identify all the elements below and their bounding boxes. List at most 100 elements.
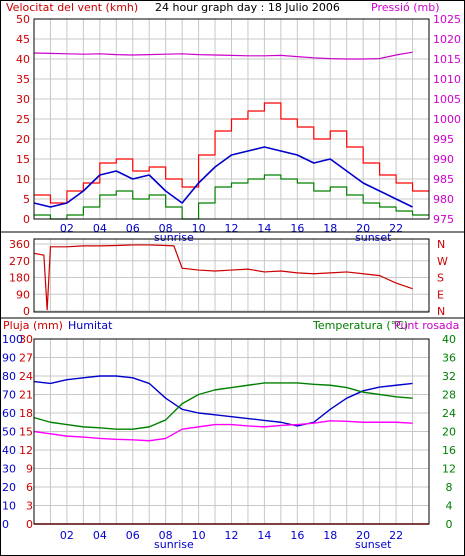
humidity-axis-title: Humitat [68,319,113,332]
rain-tick-label: 0 [26,518,33,531]
direction-compass-label: W [437,255,448,268]
panel1-hour-label: 16 [290,222,304,235]
humidity-axis-ticks: 0 10 20 30 40 50 60 70 80 90 100 [2,333,23,531]
direction-line [33,244,413,311]
rain-tick-label: 12 [19,444,33,457]
panel2-plot-frame [33,238,430,313]
dewpoint-axis-title: Punt rosada [394,319,459,332]
humidity-tick-label: 30 [2,463,16,476]
pressure-tick-label: 975 [433,213,454,226]
panel3-hour-label: 20 [356,529,370,542]
panel3-hour-label: 02 [60,529,74,542]
pressure-tick-label: 980 [433,193,454,206]
temperature-axis-ticks: 0 4 8 12 16 20 24 28 32 36 40 [442,333,456,531]
temperature-tick-label: 20 [442,426,456,439]
panel3-hour-label: 22 [389,529,403,542]
climate-panel: Pluja (mm) Humitat Temperatura (°C) Punt… [0,317,465,556]
wind-tick-label: 15 [16,153,30,166]
pressure-axis-title: Pressió (mb) [371,1,440,14]
wind-axis-title: Velocitat del vent (kmh) [6,1,138,14]
temperature-tick-label: 4 [446,500,453,513]
pressure-tick-label: 990 [433,153,454,166]
temperature-axis-title: Temperatura (°C) [312,319,408,332]
temperature-tick-label: 36 [442,352,456,365]
panel2-grid [34,239,429,312]
rain-tick-label: 21 [19,389,33,402]
page-title: 24 hour graph day : 18 Julio 2006 [155,1,340,14]
sunset-label-3: sunset [355,538,392,551]
temperature-tick-label: 24 [442,407,456,420]
panel1-series [33,51,429,220]
sunrise-label-3: sunrise [154,538,194,551]
rain-tick-label: 15 [19,426,33,439]
panel3-hour-label: 08 [159,529,173,542]
humidity-tick-label: 40 [2,444,16,457]
direction-compass-label: N [437,238,445,251]
panel3-hour-label: 16 [290,529,304,542]
humidity-tick-label: 90 [2,352,16,365]
humidity-tick-label: 80 [2,370,16,383]
wind-tick-label: 30 [16,93,30,106]
direction-degree-label: 0 [23,305,30,318]
temperature-tick-label: 40 [442,333,456,346]
panel3-time-axis: 02 04 06 08 10 12 14 16 18 20 22 [60,529,403,542]
direction-degree-label: 180 [9,272,30,285]
rain-tick-label: 24 [19,370,33,383]
humidity-tick-label: 20 [2,481,16,494]
wind-tick-label: 0 [23,213,30,226]
panel3-hour-label: 12 [225,529,239,542]
humidity-tick-label: 0 [2,518,9,531]
pressure-tick-label: 1025 [433,13,461,26]
dewpoint-line [33,420,413,442]
wind-tick-label: 35 [16,73,30,86]
panel3-plot-frame [33,338,430,525]
pressure-tick-label: 1000 [433,113,461,126]
temperature-tick-label: 12 [442,463,456,476]
wind-tick-label: 45 [16,33,30,46]
rain-axis-title: Pluja (mm) [3,319,63,332]
rain-tick-label: 3 [26,500,33,513]
panel3-hour-label: 10 [192,529,206,542]
pressure-tick-label: 1015 [433,53,461,66]
wind_gust-line [34,102,429,204]
wind_avg-line [33,146,413,208]
panel3-hour-label: 14 [257,529,271,542]
pressure-tick-label: 1020 [433,33,461,46]
wind_low-line [34,174,429,220]
panel3-hour-label: 18 [323,529,337,542]
temperature-tick-label: 32 [442,370,456,383]
panel3-border [0,317,465,556]
direction-compass-label: E [437,288,444,301]
sunset-label-1: sunset [355,231,392,244]
sunrise-label-1: sunrise [154,231,194,244]
wind-tick-label: 40 [16,53,30,66]
rain-tick-label: 9 [26,463,33,476]
pressure-tick-label: 1005 [433,93,461,106]
direction-compass-label: S [437,272,444,285]
pressure-tick-label: 995 [433,133,454,146]
rain-tick-label: 18 [19,407,33,420]
wind-tick-label: 20 [16,133,30,146]
direction-degree-ticks: 360 270 180 90 0 [9,238,30,318]
rain-axis-ticks: 0 3 6 9 12 15 18 21 24 27 30 [19,333,33,531]
pressure-axis-ticks: 975 980 985 990 995 1000 1005 1010 1015 1020 1025 [433,13,461,226]
wind-tick-label: 50 [16,13,30,26]
humidity-tick-label: 70 [2,389,16,402]
humidity-tick-label: 50 [2,426,16,439]
direction-degree-label: 90 [16,288,30,301]
panel3-hour-label: 06 [126,529,140,542]
panel1-hour-label: 12 [225,222,239,235]
temperature-tick-label: 0 [446,518,453,531]
humidity-tick-label: 10 [2,500,16,513]
humidity-tick-label: 60 [2,407,16,420]
panel1-hour-label: 14 [257,222,271,235]
wind-tick-label: 10 [16,173,30,186]
rain-tick-label: 6 [26,481,33,494]
humidity-tick-label: 100 [2,333,23,346]
direction-degree-label: 270 [9,255,30,268]
direction-degree-label: 360 [9,238,30,251]
panel1-hour-label: 04 [93,222,107,235]
rain-tick-label: 27 [19,352,33,365]
panel2-series [33,244,413,311]
